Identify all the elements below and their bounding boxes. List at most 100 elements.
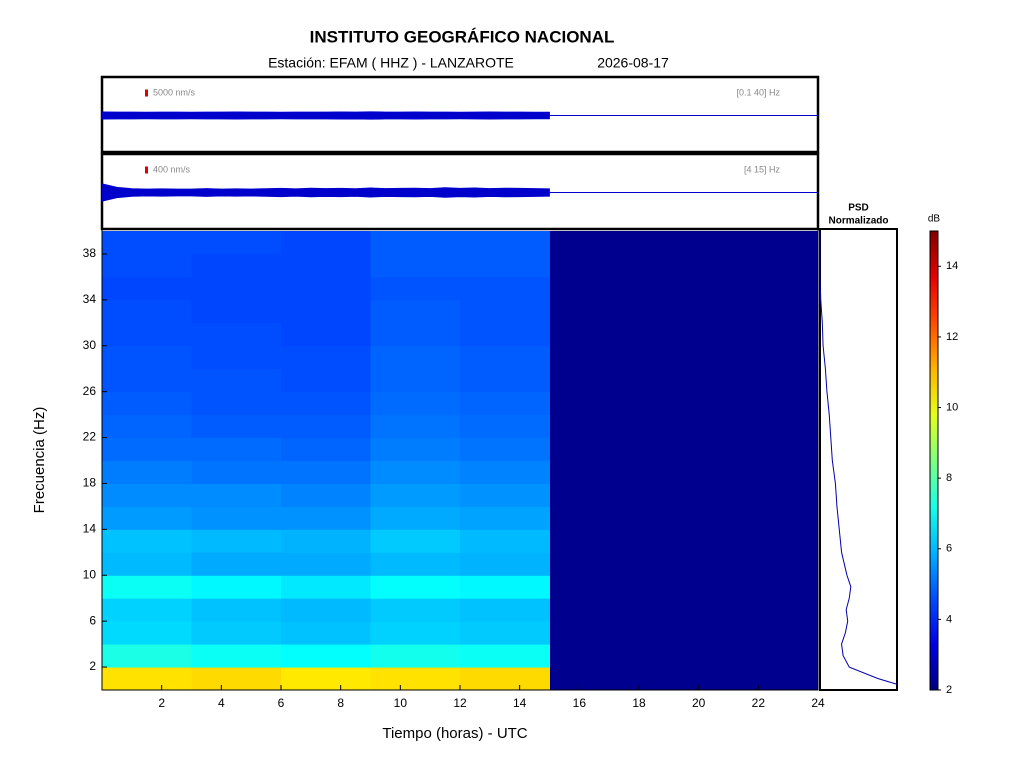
spectrogram-cell <box>191 575 282 599</box>
spectrogram-cell <box>102 437 192 461</box>
spectrogram-cell <box>370 322 461 347</box>
spectrogram-cell <box>281 552 371 576</box>
x-tick-label: 10 <box>394 696 408 710</box>
spectrogram-cell <box>370 506 461 530</box>
spectrogram-cell <box>102 460 192 484</box>
spectrogram-cell <box>370 483 461 507</box>
spectrogram-cell <box>191 414 282 439</box>
spectrogram-cell <box>102 575 192 599</box>
spectrogram-cell <box>102 276 192 301</box>
spectrogram-cell <box>281 437 371 461</box>
spectrogram-cell <box>281 276 371 301</box>
psd-line <box>819 231 898 685</box>
spectrogram-cell <box>370 253 461 278</box>
spectrogram-cell <box>460 621 550 645</box>
x-tick-label: 20 <box>692 696 706 710</box>
spectrogram-cell <box>460 299 550 324</box>
spectrogram-cell <box>102 506 192 530</box>
station: Estación: EFAM ( HHZ ) - LANZAROTE <box>268 55 514 71</box>
colorbar-tick-label: 12 <box>946 331 958 343</box>
spectrogram-cell <box>191 529 282 553</box>
spectrogram-cell <box>281 391 371 416</box>
spectrogram-cell <box>281 483 371 507</box>
spectrogram-cell <box>370 231 461 255</box>
band-label: [0.1 40] Hz <box>736 87 780 97</box>
colorbar-tick-label: 14 <box>946 260 958 272</box>
spectrogram-cell <box>102 483 192 507</box>
scale-label: 400 nm/s <box>153 164 191 174</box>
spectrogram-cell <box>460 506 550 530</box>
spectrogram-cell <box>281 667 371 691</box>
colorbar-tick-label: 4 <box>946 613 952 625</box>
colorbar-tick-label: 6 <box>946 543 952 555</box>
spectrogram-cell <box>370 276 461 301</box>
spectrogram-cell <box>102 345 192 370</box>
colorbar-tick-label: 10 <box>946 401 958 413</box>
scale-bar <box>145 89 148 97</box>
y-tick-label: 38 <box>83 246 97 260</box>
trace-envelope <box>101 183 550 202</box>
y-tick-label: 14 <box>83 522 97 536</box>
spectrogram-cell <box>191 644 282 668</box>
scale-bar <box>145 166 148 174</box>
spectrogram-cell <box>191 621 282 645</box>
spectrogram-cell <box>102 529 192 553</box>
spectrogram-cell <box>102 621 192 645</box>
spectrogram-cell <box>460 253 550 278</box>
y-tick-label: 2 <box>89 659 96 673</box>
spectrogram-cell <box>281 529 371 553</box>
spectrogram-cell <box>370 598 461 622</box>
spectrogram-cell <box>102 644 192 668</box>
spectrogram-cell <box>370 667 461 691</box>
spectrogram-cell <box>370 621 461 645</box>
y-tick-label: 22 <box>83 430 97 444</box>
spectrogram-cell <box>191 276 282 301</box>
x-tick-label: 14 <box>513 696 527 710</box>
spectrogram-cell <box>460 414 550 439</box>
y-axis-label: Frecuencia (Hz) <box>31 407 48 514</box>
y-tick-label: 34 <box>83 292 97 306</box>
spectrogram-cell <box>281 322 371 347</box>
x-tick-label: 8 <box>337 696 344 710</box>
spectrogram-cell <box>460 276 550 301</box>
spectrogram-cell <box>460 345 550 370</box>
colorbar-label: dB <box>928 214 941 225</box>
spectrogram-cell <box>281 414 371 439</box>
x-tick-label: 6 <box>278 696 285 710</box>
spectrogram-cell <box>191 368 282 393</box>
spectrogram-cell <box>102 231 192 255</box>
spectrogram-cell <box>460 391 550 416</box>
spectrogram-cell <box>191 552 282 576</box>
psd-subtitle: Normalizado <box>828 216 888 227</box>
spectrogram-cell <box>460 368 550 393</box>
x-tick-label: 4 <box>218 696 225 710</box>
y-tick-label: 10 <box>83 567 97 581</box>
spectrogram-cell <box>102 598 192 622</box>
psd-panel <box>819 228 898 691</box>
spectrogram-cell <box>370 414 461 439</box>
spectrogram-cell <box>370 391 461 416</box>
spectrogram-cell <box>460 529 550 553</box>
colorbar-tick-label: 8 <box>946 472 952 484</box>
spectrogram-cell <box>191 322 282 347</box>
date: 2026-08-17 <box>597 55 669 71</box>
spectrogram-cell <box>191 253 282 278</box>
scale-label: 5000 nm/s <box>153 87 196 97</box>
spectrogram-cell <box>102 299 192 324</box>
trace-envelope <box>101 111 550 120</box>
spectrogram-cell <box>460 231 550 255</box>
x-tick-label: 2 <box>158 696 165 710</box>
spectrogram-cell <box>191 231 282 255</box>
title: INSTITUTO GEOGRÁFICO NACIONAL <box>310 27 615 46</box>
spectrogram-cell <box>370 575 461 599</box>
spectrogram-cell <box>460 598 550 622</box>
spectrogram-cell <box>281 253 371 278</box>
spectrogram-cell <box>191 299 282 324</box>
x-tick-label: 16 <box>573 696 587 710</box>
spectrogram-cell <box>281 621 371 645</box>
spectrogram-cell <box>191 437 282 461</box>
spectrogram-cell <box>102 368 192 393</box>
spectrogram-cell <box>281 345 371 370</box>
